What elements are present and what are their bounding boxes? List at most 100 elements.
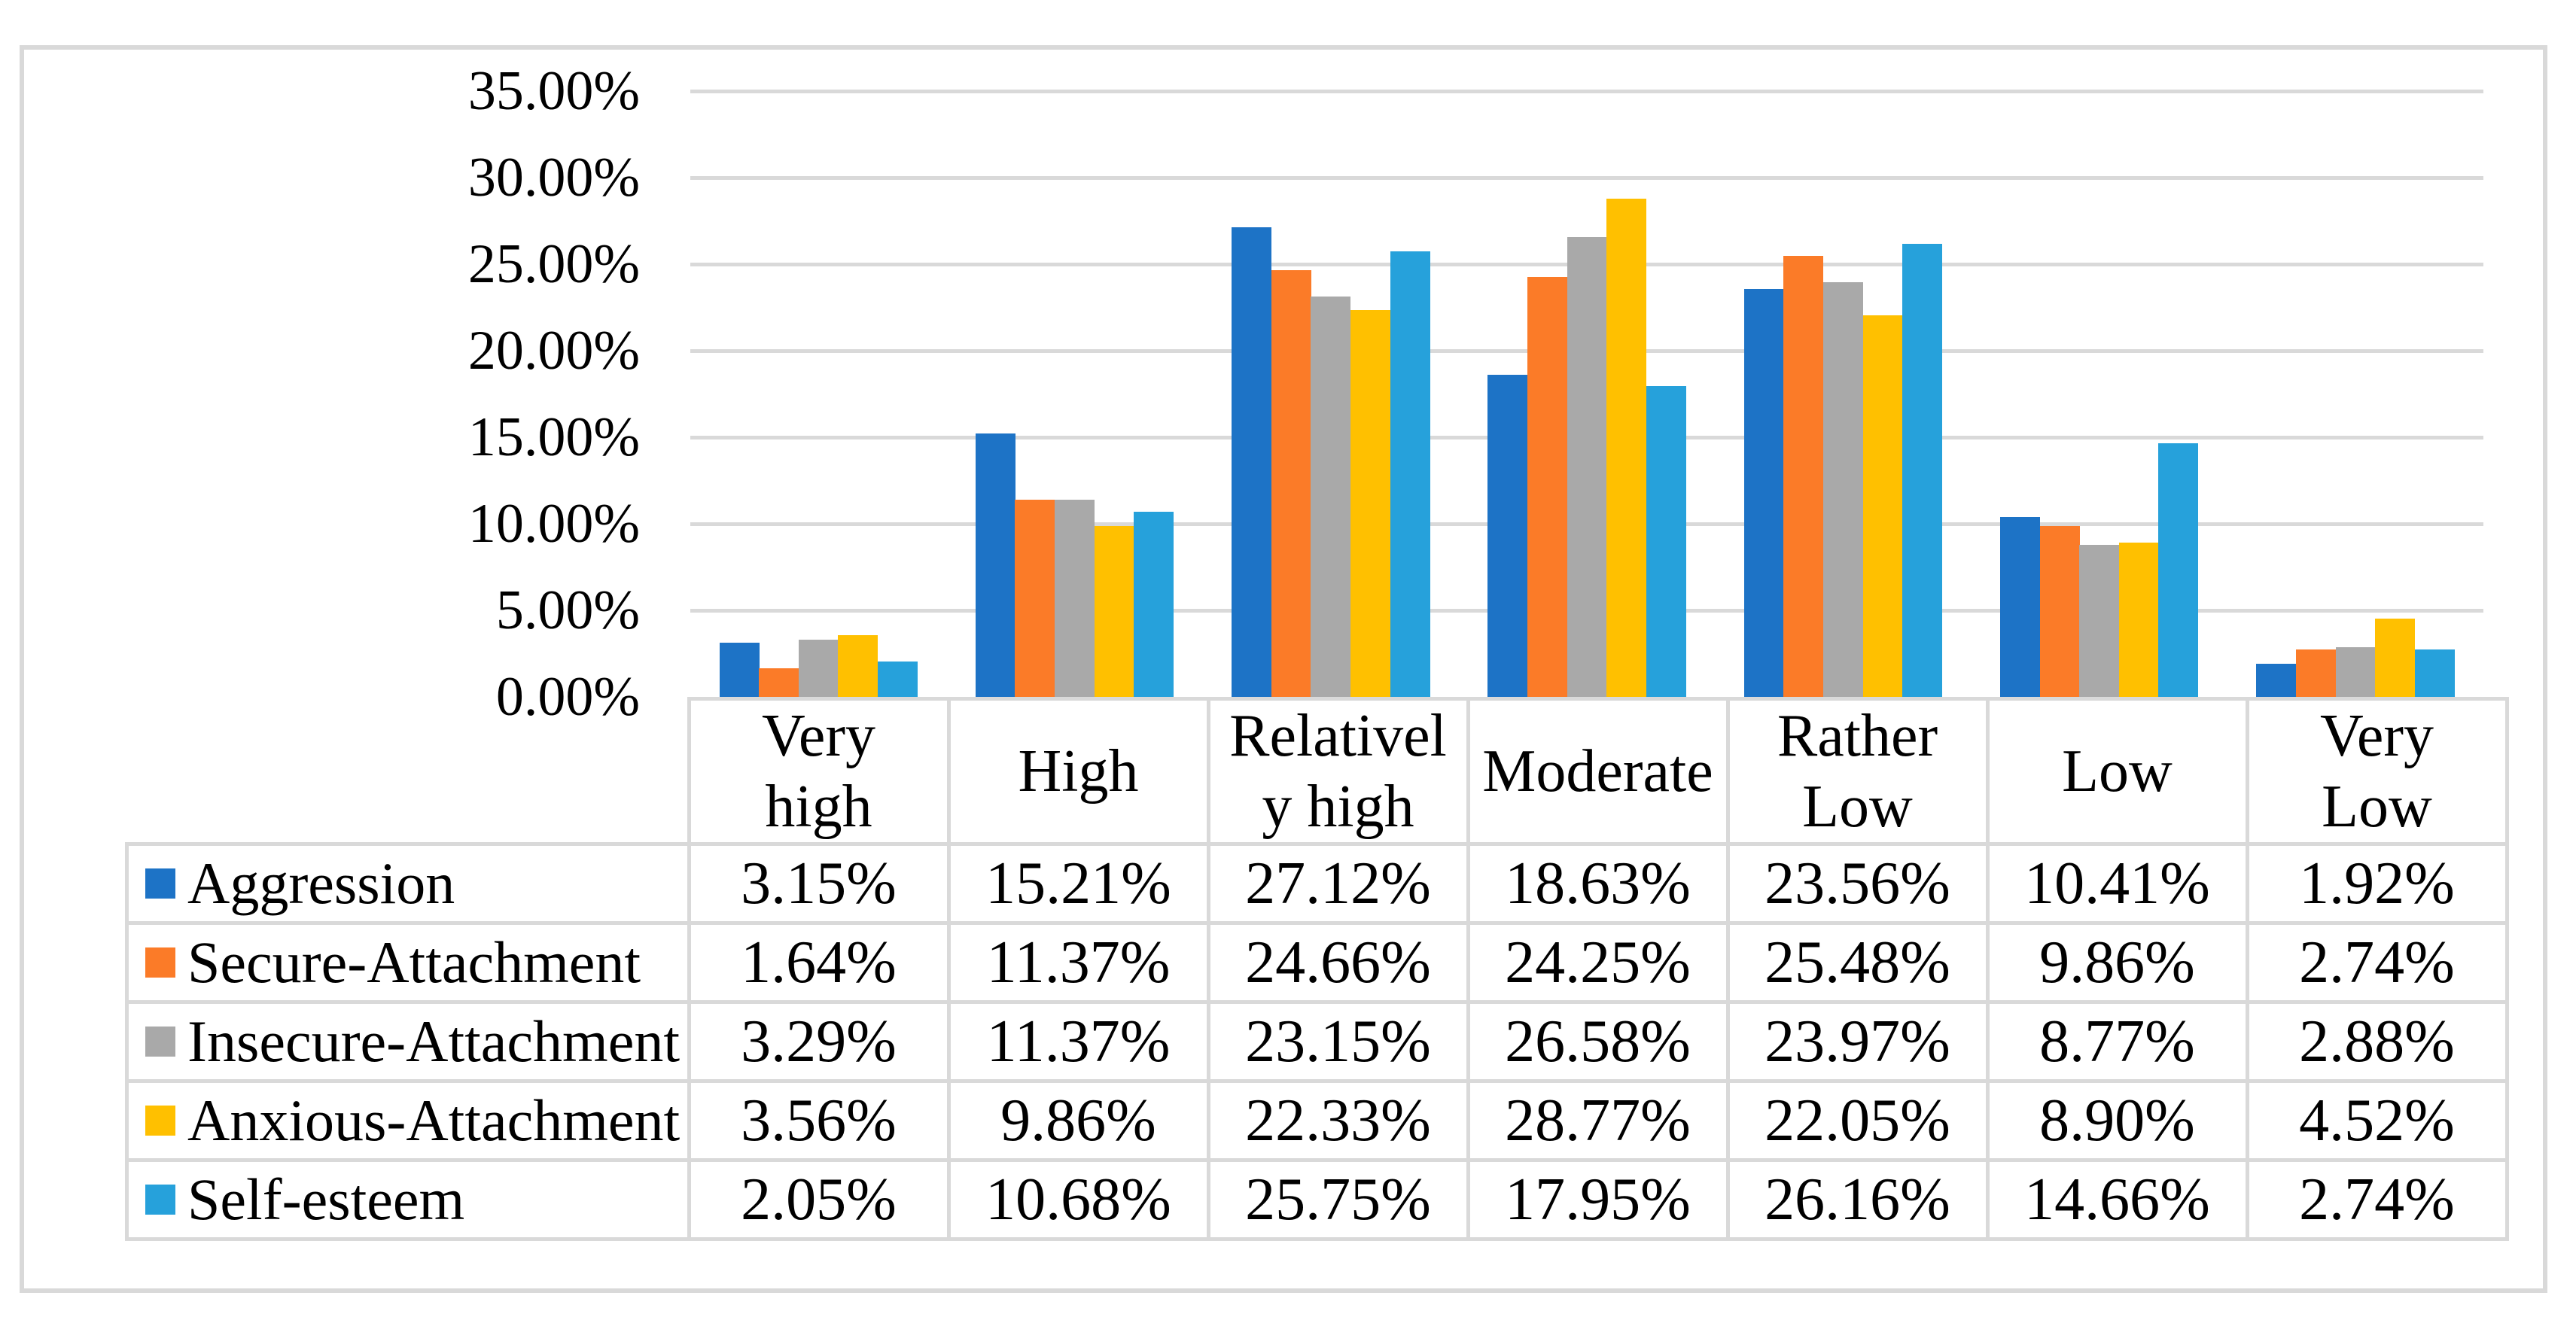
y-axis-tick-label: 5.00% [495, 579, 640, 641]
legend-swatch-icon [145, 1027, 175, 1057]
value-cell: 9.86% [1985, 921, 2249, 1004]
value-cell: 2.74% [2245, 921, 2509, 1004]
bar-self-esteem-relatively-high [1390, 251, 1430, 697]
value-cell: 22.05% [1725, 1079, 1990, 1162]
bar-aggression-high [976, 433, 1015, 697]
bar-insecure-attachment-very-high [799, 640, 839, 697]
value-cell: 23.97% [1725, 1000, 1990, 1083]
category-header-moderate: Moderate [1466, 697, 1730, 846]
bar-secure-attachment-rather-low [1783, 256, 1823, 697]
bar-aggression-relatively-high [1232, 227, 1271, 697]
bar-insecure-attachment-moderate [1567, 237, 1607, 697]
value-cell: 8.90% [1985, 1079, 2249, 1162]
bar-insecure-attachment-rather-low [1823, 282, 1863, 697]
value-cell: 23.15% [1206, 1000, 1470, 1083]
table-row-aggression: Aggression 3.15% 15.21% 27.12% 18.63% 23.56% 1… [125, 842, 2509, 925]
value-cell: 2.05% [687, 1158, 951, 1241]
data-table: Very high High Relativel y high Moderate Rat… [125, 697, 2509, 1241]
bar-self-esteem-low [2158, 443, 2198, 697]
gridline [690, 90, 2483, 93]
y-axis-tick-label: 30.00% [467, 147, 640, 208]
value-cell: 2.74% [2245, 1158, 2509, 1241]
bar-secure-attachment-high [1015, 500, 1055, 697]
value-cell: 14.66% [1985, 1158, 2249, 1241]
value-cell: 11.37% [946, 921, 1210, 1004]
legend-swatch-icon [145, 868, 175, 899]
value-cell: 3.15% [687, 842, 951, 925]
legend-swatch-icon [145, 947, 175, 978]
bar-self-esteem-very-high [878, 662, 918, 697]
legend-label: Secure-Attachment [187, 929, 641, 995]
bar-secure-attachment-very-high [759, 668, 799, 697]
bar-aggression-low [2000, 517, 2040, 697]
legend-label: Aggression [187, 850, 455, 916]
y-axis-tick-label: 15.00% [467, 406, 640, 468]
legend-swatch-icon [145, 1185, 175, 1215]
bar-anxious-attachment-moderate [1606, 199, 1646, 697]
value-cell: 25.48% [1725, 921, 1990, 1004]
bar-anxious-attachment-high [1095, 526, 1134, 697]
y-axis-tick-label: 20.00% [467, 320, 640, 382]
bar-anxious-attachment-rather-low [1863, 315, 1903, 697]
y-axis-tick-label: 10.00% [467, 493, 640, 555]
bar-insecure-attachment-low [2079, 545, 2119, 697]
value-cell: 17.95% [1466, 1158, 1730, 1241]
value-cell: 27.12% [1206, 842, 1470, 925]
value-cell: 15.21% [946, 842, 1210, 925]
table-row-secure-attachment: Secure-Attachment 1.64% 11.37% 24.66% 24.25%… [125, 921, 2509, 1004]
value-cell: 24.66% [1206, 921, 1470, 1004]
value-cell: 8.77% [1985, 1000, 2249, 1083]
value-cell: 9.86% [946, 1079, 1210, 1162]
y-axis: 35.00% 30.00% 25.00% 20.00% 15.00% 10.00% 5.00… [0, 0, 640, 1317]
table-row-self-esteem: Self-esteem 2.05% 10.68% 25.75% 17.95% 26.16%… [125, 1158, 2509, 1241]
category-header-relatively-high: Relativel y high [1206, 697, 1470, 846]
bar-secure-attachment-moderate [1527, 277, 1567, 697]
bar-anxious-attachment-very-low [2375, 619, 2415, 697]
y-axis-tick-label: 0.00% [495, 666, 640, 728]
value-cell: 24.25% [1466, 921, 1730, 1004]
bar-self-esteem-moderate [1646, 386, 1686, 697]
bar-aggression-very-high [720, 643, 760, 697]
value-cell: 11.37% [946, 1000, 1210, 1083]
y-axis-tick-label: 35.00% [467, 60, 640, 122]
bar-anxious-attachment-low [2119, 543, 2159, 697]
value-cell: 10.41% [1985, 842, 2249, 925]
bar-aggression-very-low [2256, 664, 2296, 697]
category-header-high: High [946, 697, 1210, 846]
value-cell: 25.75% [1206, 1158, 1470, 1241]
value-cell: 18.63% [1466, 842, 1730, 925]
y-axis-tick-label: 25.00% [467, 233, 640, 295]
legend-cell: Secure-Attachment [125, 921, 691, 1004]
table-row-anxious-attachment: Anxious-Attachment 3.56% 9.86% 22.33% 28.77%… [125, 1079, 2509, 1162]
bar-anxious-attachment-relatively-high [1350, 310, 1390, 697]
value-cell: 23.56% [1725, 842, 1990, 925]
bar-aggression-rather-low [1744, 289, 1784, 697]
bar-insecure-attachment-relatively-high [1311, 297, 1350, 697]
legend-cell: Self-esteem [125, 1158, 691, 1241]
bar-insecure-attachment-high [1055, 500, 1095, 697]
legend-label: Insecure-Attachment [187, 1008, 681, 1074]
value-cell: 3.29% [687, 1000, 951, 1083]
category-header-rather-low: Rather Low [1725, 697, 1990, 846]
value-cell: 1.92% [2245, 842, 2509, 925]
bar-secure-attachment-relatively-high [1271, 270, 1311, 697]
gridline [690, 176, 2483, 180]
table-row-insecure-attachment: Insecure-Attachment 3.29% 11.37% 23.15% 26.5… [125, 1000, 2509, 1083]
legend-cell: Insecure-Attachment [125, 1000, 691, 1083]
value-cell: 2.88% [2245, 1000, 2509, 1083]
legend-cell: Aggression [125, 842, 691, 925]
legend-swatch-icon [145, 1106, 175, 1136]
table-header-row: Very high High Relativel y high Moderate Rat… [127, 697, 2509, 846]
category-header-very-high: Very high [687, 697, 951, 846]
bar-secure-attachment-very-low [2296, 649, 2336, 697]
table-corner-cell [127, 699, 690, 844]
bar-anxious-attachment-very-high [838, 635, 878, 697]
bar-self-esteem-very-low [2415, 649, 2455, 697]
value-cell: 22.33% [1206, 1079, 1470, 1162]
bar-secure-attachment-low [2040, 526, 2080, 697]
bar-self-esteem-rather-low [1902, 244, 1942, 697]
value-cell: 10.68% [946, 1158, 1210, 1241]
bar-insecure-attachment-very-low [2336, 647, 2376, 697]
value-cell: 3.56% [687, 1079, 951, 1162]
